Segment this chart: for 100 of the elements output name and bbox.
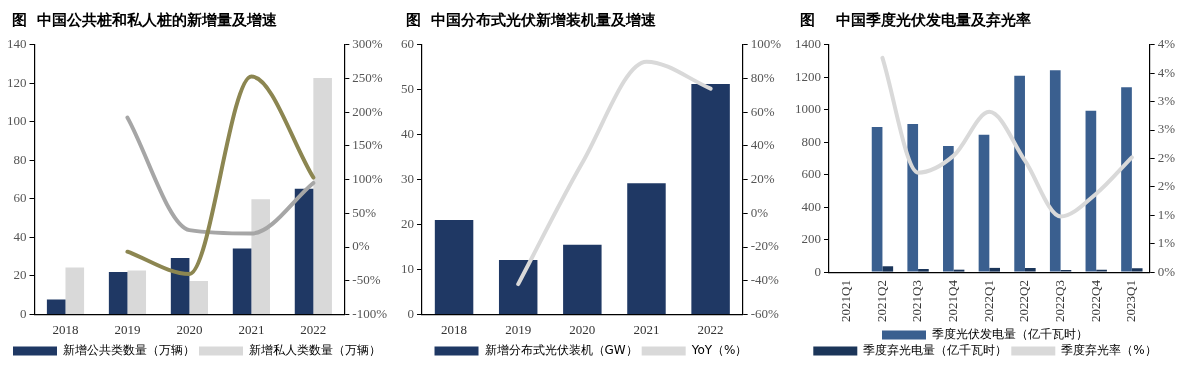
y2-tick-label: 1% (1157, 235, 1176, 251)
y-tick-label: 200 (801, 231, 821, 247)
chart-title: 图 中国分布式光伏新增装机量及增速 (405, 10, 658, 31)
line-series (516, 59, 713, 287)
x-tick-label: 2020 (176, 321, 203, 337)
y2-tick-label: 1% (1157, 206, 1176, 222)
x-tick-label: 2019 (505, 321, 532, 337)
x-tick-label: 2021Q4 (945, 279, 961, 322)
y-tick-label: 40 (401, 126, 414, 142)
x-tick-label: 2022 (697, 321, 724, 337)
y-tick-label: 20 (13, 267, 27, 283)
bar (1131, 268, 1143, 272)
bar (1024, 267, 1036, 272)
bar (232, 248, 252, 314)
y2-tick-label: 100% (750, 36, 782, 52)
y2-tick-label: 100% (352, 171, 383, 187)
y-tick-label: 60 (13, 190, 27, 206)
y-tick-label: 120 (7, 74, 27, 90)
x-tick-label: 2022Q1 (980, 280, 996, 322)
y2-tick-label: -100% (352, 305, 388, 321)
legend-label: 新增分布式光伏装机（GW） (484, 343, 638, 358)
y2-tick-label: 200% (352, 103, 383, 119)
y-tick-label: 1000 (795, 101, 821, 117)
bar (189, 281, 209, 314)
chart-title: 图 中国公共桩和私人桩的新增量及增速 (11, 10, 279, 31)
y-tick-label: 10 (401, 260, 414, 276)
legend-label: 季度光伏发电量（亿千瓦时） (932, 327, 1088, 342)
x-tick-label: 2022 (300, 321, 327, 337)
bar (170, 257, 190, 314)
bar (1014, 75, 1025, 272)
y2-tick-label: 50% (352, 204, 377, 220)
y2-tick-label: 3% (1157, 121, 1176, 137)
legend-label: YoY（%） (690, 343, 748, 358)
x-tick-label: 2021Q3 (909, 280, 925, 322)
x-tick-label: 2021 (238, 321, 265, 337)
legend-label: 季度弃光率（%） (1061, 343, 1157, 358)
bar (1049, 70, 1061, 272)
bar (46, 299, 66, 314)
y-tick-label: 30 (401, 171, 414, 187)
y2-tick-label: -40% (750, 272, 779, 288)
y-tick-label: 1200 (795, 68, 821, 84)
bar (498, 260, 538, 314)
chart-title: 图 中国季度光伏发电量及弃光率 (799, 10, 1032, 31)
x-tick-label: 2021 (633, 321, 660, 337)
bar (978, 134, 990, 272)
bar (251, 199, 270, 314)
y2-tick-label: -20% (750, 238, 779, 254)
x-tick-label: 2021Q1 (838, 280, 854, 322)
bar (882, 266, 894, 272)
bar (943, 146, 954, 272)
y2-tick-label: 0% (750, 204, 769, 220)
legend-label: 新增私人类数量（万辆） (249, 343, 381, 358)
x-tick-label: 2023Q1 (1123, 280, 1139, 322)
bar (907, 124, 919, 272)
x-tick-label: 2022Q2 (1016, 280, 1032, 322)
line-series (125, 115, 316, 236)
y2-tick-label: 0% (1157, 263, 1176, 279)
y2-tick-label: 60% (750, 103, 775, 119)
x-tick-label: 2018 (441, 321, 468, 337)
y2-tick-label: 2% (1157, 178, 1176, 194)
y2-tick-label: 300% (352, 36, 383, 52)
y-tick-label: 20 (401, 215, 414, 231)
y2-tick-label: 250% (352, 69, 383, 85)
y-tick-label: 1400 (795, 36, 821, 52)
y2-tick-label: 40% (750, 137, 775, 153)
bar (313, 78, 332, 314)
y-tick-label: 400 (801, 198, 821, 214)
bar (294, 188, 314, 314)
bar (1085, 110, 1097, 272)
y2-tick-label: -60% (750, 305, 779, 321)
y-tick-label: 40 (13, 228, 27, 244)
y2-tick-label: 80% (750, 69, 775, 85)
x-tick-label: 2018 (52, 321, 79, 337)
y-tick-label: 0 (407, 305, 414, 321)
y-tick-label: 0 (20, 305, 27, 321)
y2-tick-label: 4% (1157, 64, 1176, 80)
bar (627, 183, 666, 314)
bar (127, 270, 147, 314)
legend-label: 季度弃光电量（亿千瓦时） (863, 343, 1008, 358)
y-tick-label: 80 (13, 151, 27, 167)
y-tick-label: 60 (401, 36, 414, 52)
y2-tick-label: 150% (352, 137, 383, 153)
y2-tick-label: 4% (1157, 36, 1176, 52)
y-tick-label: 140 (7, 36, 27, 52)
x-tick-label: 2021Q2 (873, 280, 889, 322)
x-tick-label: 2022Q4 (1087, 279, 1103, 322)
y-tick-label: 100 (7, 113, 27, 129)
y-tick-label: 600 (801, 166, 821, 182)
bar (434, 220, 474, 314)
x-tick-label: 2020 (569, 321, 596, 337)
y2-tick-label: -50% (352, 272, 381, 288)
y2-tick-label: 0% (352, 238, 370, 254)
y2-tick-label: 20% (750, 171, 775, 187)
bar (989, 267, 1001, 272)
bar (691, 83, 730, 314)
y-tick-label: 0 (814, 263, 821, 279)
bar (918, 269, 929, 272)
bar (871, 127, 883, 272)
y2-tick-label: 3% (1157, 93, 1176, 109)
y-tick-label: 800 (801, 133, 821, 149)
